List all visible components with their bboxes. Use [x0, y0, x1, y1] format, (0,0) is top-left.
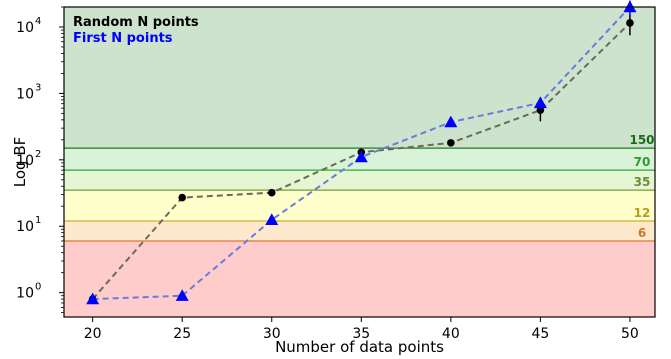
threshold-label-70: 70 [634, 155, 651, 169]
x-tick-label: 25 [173, 326, 191, 342]
y-tick-label-base: 10 [16, 20, 34, 36]
threshold-label-150: 150 [629, 133, 654, 147]
threshold-label-12: 12 [634, 206, 651, 220]
band-0 [64, 7, 655, 149]
data-point-first [175, 289, 189, 301]
x-tick-label: 45 [531, 326, 549, 342]
data-point-first [444, 115, 458, 128]
data-series [86, 0, 637, 305]
data-point-random [626, 19, 634, 27]
legend-entry-1: First N points [73, 31, 173, 46]
y-tick-label-exponent: 1 [35, 215, 41, 226]
x-tick-label: 30 [263, 326, 281, 342]
data-point-first [265, 213, 279, 226]
x-tick-label: 35 [352, 326, 370, 342]
y-tick-label-base: 10 [16, 219, 34, 235]
threshold-label-35: 35 [634, 175, 651, 189]
x-axis-label: Number of data points [275, 338, 444, 356]
data-point-first [623, 0, 637, 13]
x-tick-label: 40 [442, 326, 460, 342]
y-tick-label-exponent: 0 [35, 282, 41, 293]
y-tick-label-base: 10 [16, 286, 34, 302]
y-tick-label-exponent: 4 [35, 16, 41, 27]
plot-frame [63, 6, 656, 318]
threshold-label-6: 6 [638, 226, 646, 240]
y-tick-label-exponent: 3 [35, 82, 41, 93]
threshold-lines: 150 70 35 12 6 [64, 133, 655, 242]
data-point-random [536, 106, 545, 114]
band-5 [64, 240, 655, 317]
y-axis-label: Log BF [11, 137, 29, 187]
legend-entry-0: Random N points [73, 15, 199, 30]
data-point-first [354, 150, 368, 163]
band-2 [64, 170, 655, 191]
y-tick-label-exponent: 2 [35, 149, 41, 160]
y-tick-label-base: 10 [16, 153, 34, 169]
band-4 [64, 220, 655, 241]
data-point-random [267, 188, 276, 197]
band-3 [64, 190, 655, 221]
evidence-bands [64, 7, 655, 317]
x-tick-label: 20 [84, 326, 102, 342]
data-point-first [86, 292, 100, 305]
data-point-random [178, 193, 186, 202]
x-tick-label: 50 [621, 326, 639, 342]
y-tick-label-base: 10 [16, 86, 34, 102]
data-point-first [533, 96, 547, 109]
data-point-random [447, 139, 455, 147]
